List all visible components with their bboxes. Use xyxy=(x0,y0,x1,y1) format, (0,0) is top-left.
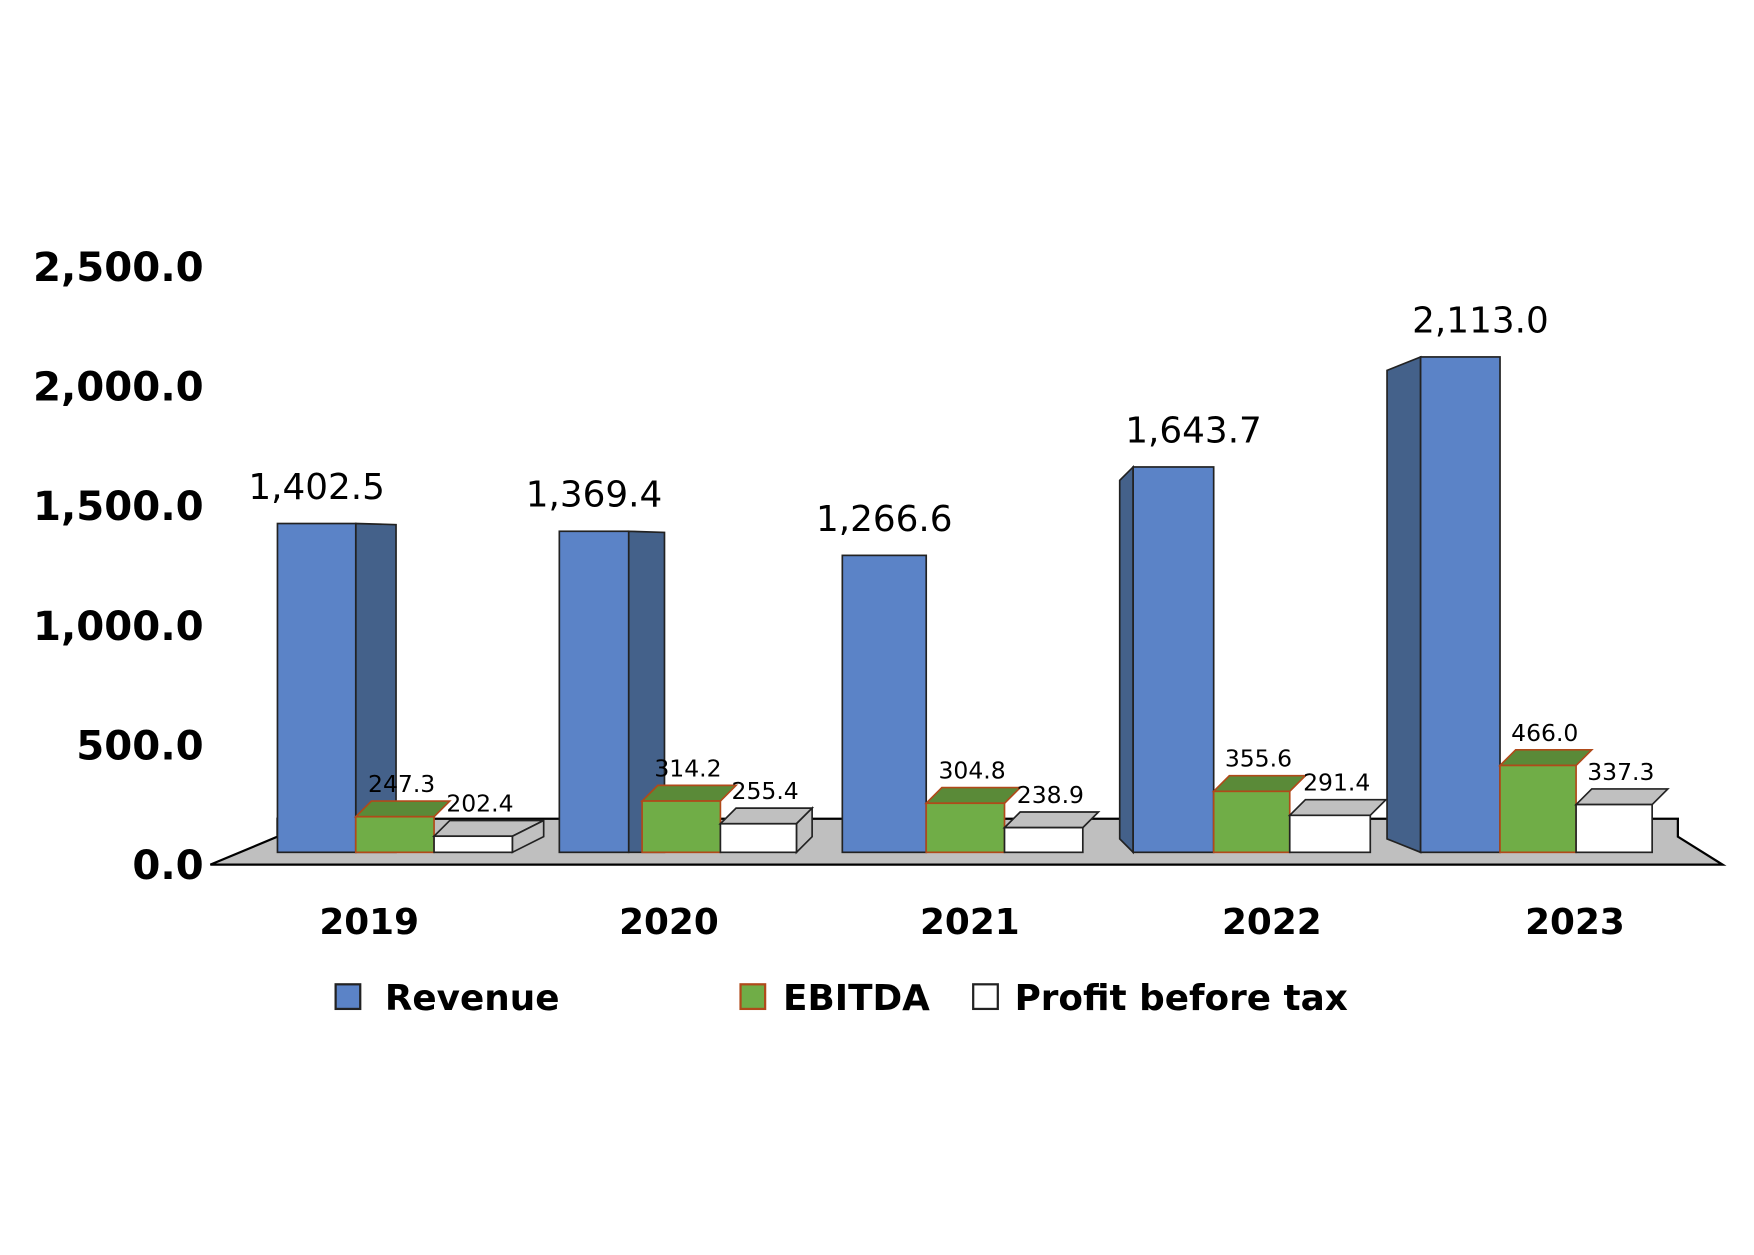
revenue-bar xyxy=(276,522,357,854)
pbt-bar-top xyxy=(1574,788,1670,806)
legend-swatch xyxy=(334,983,362,1011)
ebitda-bar xyxy=(1499,764,1577,854)
x-tick-label: 2023 xyxy=(1525,902,1625,943)
pbt-bar xyxy=(719,822,798,854)
ebitda-bar-top xyxy=(353,800,452,818)
x-tick-label: 2020 xyxy=(619,902,719,943)
x-axis: 2019 2020 2021 2022 2023 xyxy=(319,902,1624,943)
pbt-bar xyxy=(1003,826,1084,854)
y-tick-label: 0.0 xyxy=(132,843,203,889)
pbt-data-label: 238.9 xyxy=(1017,781,1084,809)
y-tick-label: 2,000.0 xyxy=(33,364,204,410)
legend-label: Profit before tax xyxy=(1015,978,1348,1019)
y-tick-label: 1,000.0 xyxy=(33,604,204,650)
ebitda-data-label: 355.6 xyxy=(1225,745,1292,773)
revenue-bar-side xyxy=(1386,355,1422,854)
y-tick-label: 1,500.0 xyxy=(33,484,204,530)
ebitda-data-label: 304.8 xyxy=(938,757,1005,785)
x-tick-label: 2019 xyxy=(319,902,419,943)
pbt-bar xyxy=(1288,814,1372,854)
legend-label: EBITDA xyxy=(783,978,930,1019)
pbt-bar-top xyxy=(1002,811,1101,829)
revenue-data-label: 1,266.6 xyxy=(816,499,953,540)
pbt-data-label: 337.3 xyxy=(1587,758,1654,786)
legend-swatch xyxy=(972,983,999,1011)
ebitda-data-label: 314.2 xyxy=(654,754,721,782)
revenue-data-label: 2,113.0 xyxy=(1412,300,1549,341)
ebitda-bar-top xyxy=(640,784,739,802)
revenue-bar xyxy=(1132,466,1215,854)
bars xyxy=(276,355,1670,855)
ebitda-bar-top xyxy=(1498,748,1594,767)
revenue-bar xyxy=(1419,356,1501,854)
ebitda-bar xyxy=(1212,790,1291,854)
ebitda-data-label: 247.3 xyxy=(368,770,435,798)
x-tick-label: 2021 xyxy=(920,902,1020,943)
pbt-bar xyxy=(1575,803,1653,854)
x-tick-label: 2022 xyxy=(1222,902,1322,943)
data-labels: 1,402.5 247.3 202.4 1,369.4 314.2 255.4 1,266.… xyxy=(248,300,1654,817)
ebitda-bar xyxy=(354,815,435,854)
revenue-bar-side xyxy=(1118,464,1134,855)
y-tick-label: 500.0 xyxy=(76,723,203,769)
pbt-data-label: 291.4 xyxy=(1303,769,1370,797)
legend-label: Revenue xyxy=(385,978,560,1019)
ebitda-data-label: 466.0 xyxy=(1511,719,1578,747)
revenue-bar xyxy=(558,530,630,854)
legend: Revenue EBITDA Profit before tax xyxy=(334,978,1348,1019)
legend-swatch xyxy=(739,983,767,1011)
pbt-bar-top xyxy=(1287,798,1388,817)
pbt-data-label: 255.4 xyxy=(732,777,799,805)
ebitda-bar-top xyxy=(1211,774,1308,793)
ebitda-bar xyxy=(641,800,722,854)
y-axis: 0.0 500.0 1,000.0 1,500.0 2,000.0 2,500.0 xyxy=(33,245,204,889)
pbt-bar xyxy=(433,835,514,854)
ebitda-bar xyxy=(925,802,1006,854)
y-tick-label: 2,500.0 xyxy=(33,245,204,291)
pbt-data-label: 202.4 xyxy=(446,790,513,818)
revenue-data-label: 1,402.5 xyxy=(248,467,385,508)
revenue-data-label: 1,369.4 xyxy=(526,475,663,516)
ebitda-bar-top xyxy=(924,786,1023,805)
revenue-bar xyxy=(841,554,928,854)
revenue-data-label: 1,643.7 xyxy=(1125,410,1262,451)
